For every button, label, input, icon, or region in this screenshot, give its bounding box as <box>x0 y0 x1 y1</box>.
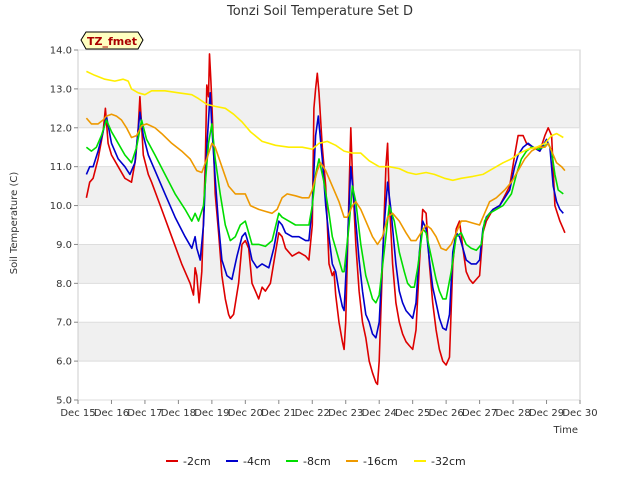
series-line-m4cm <box>85 92 564 339</box>
x-tick-label: Dec 18 <box>161 408 196 419</box>
legend: -2cm -4cm -8cm -16cm -32cm <box>166 455 466 468</box>
x-tick-label: Dec 28 <box>495 408 530 419</box>
y-tick-label: 9.0 <box>56 240 72 251</box>
x-tick-label: Dec 27 <box>462 408 497 419</box>
legend-item: -8cm <box>286 455 331 468</box>
y-tick-label: 5.0 <box>56 396 72 407</box>
series-line-m2cm <box>85 53 566 386</box>
x-tick-label: Dec 21 <box>261 408 296 419</box>
series-line-m8cm <box>85 119 564 304</box>
plot-band <box>78 322 580 362</box>
x-tick-label: Dec 26 <box>429 408 464 419</box>
x-tick-label: Dec 19 <box>194 408 229 419</box>
x-tick-label: Dec 20 <box>228 408 263 419</box>
site-label-box: TZ_fmet <box>80 31 144 50</box>
x-tick-label: Dec 25 <box>395 408 430 419</box>
legend-item: -16cm <box>346 455 398 468</box>
legend-item: -32cm <box>414 455 466 468</box>
y-axis-ticks: 5.0 6.0 7.0 8.0 9.0 10.0 11.0 12.0 13.0 14.0 <box>50 46 78 407</box>
y-tick-label: 12.0 <box>50 123 72 134</box>
x-tick-label: Dec 15 <box>60 408 95 419</box>
x-tick-label: Dec 16 <box>94 408 129 419</box>
y-tick-label: 11.0 <box>50 162 72 173</box>
y-tick-label: 13.0 <box>50 84 72 95</box>
y-tick-label: 7.0 <box>56 318 72 329</box>
site-label-text: TZ_fmet <box>87 35 137 48</box>
x-tick-label: Dec 23 <box>328 408 363 419</box>
chart-title: Tonzi Soil Temperature Set D <box>226 4 413 19</box>
y-tick-label: 14.0 <box>50 46 72 57</box>
legend-label: -8cm <box>303 455 331 468</box>
site-label-frame <box>80 31 144 50</box>
x-tick-label: Dec 22 <box>295 408 330 419</box>
legend-item: -2cm <box>166 455 211 468</box>
x-tick-label: Dec 30 <box>562 408 597 419</box>
series-line-m32cm <box>86 70 564 182</box>
series-lines <box>85 53 566 386</box>
x-axis-label: Time <box>553 425 578 436</box>
legend-label: -16cm <box>363 455 398 468</box>
x-tick-label: Dec 24 <box>362 408 397 419</box>
plot-band <box>78 88 580 128</box>
y-tick-label: 6.0 <box>56 357 72 368</box>
legend-label: -2cm <box>183 455 211 468</box>
y-tick-label: 10.0 <box>50 201 72 212</box>
y-axis-label: Soil Temperature (C) <box>9 172 20 275</box>
series-line-m16cm <box>85 113 566 252</box>
legend-label: -32cm <box>431 455 466 468</box>
plot-bands <box>78 88 580 362</box>
y-tick-label: 8.0 <box>56 279 72 290</box>
x-tick-label: Dec 17 <box>127 408 162 419</box>
x-tick-label: Dec 29 <box>529 408 564 419</box>
legend-label: -4cm <box>243 455 271 468</box>
legend-item: -4cm <box>226 455 271 468</box>
